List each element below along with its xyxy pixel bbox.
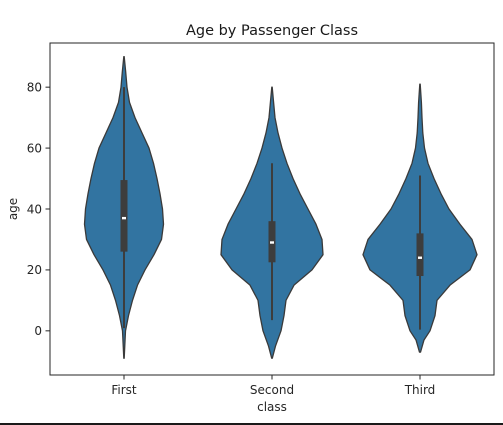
iqr-box-third: [416, 233, 424, 277]
y-tick-label: 40: [27, 202, 42, 216]
bottom-border-line: [0, 423, 503, 425]
boxes-layer: [120, 87, 424, 330]
y-tick-label: 80: [27, 80, 42, 94]
iqr-box-first: [120, 180, 128, 252]
y-tick-label: 60: [27, 141, 42, 155]
clipped-top-label: class: [257, 0, 287, 2]
median-mark-second: [270, 241, 274, 244]
median-mark-first: [122, 216, 126, 220]
x-axis: First Second Third: [111, 375, 435, 397]
x-tick-label-first: First: [111, 383, 137, 397]
median-mark-third: [418, 256, 422, 259]
y-axis: 0 20 40 60 80: [27, 80, 50, 338]
x-tick-label-second: Second: [250, 383, 294, 397]
y-axis-label: age: [6, 198, 20, 220]
y-tick-label: 0: [34, 324, 42, 338]
x-tick-label-third: Third: [404, 383, 436, 397]
chart-title: Age by Passenger Class: [186, 23, 358, 39]
violins-layer: [83, 56, 478, 359]
x-axis-label: class: [257, 400, 287, 414]
y-tick-label: 20: [27, 263, 42, 277]
